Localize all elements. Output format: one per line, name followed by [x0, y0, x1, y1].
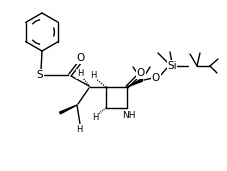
Text: H: H — [89, 71, 96, 81]
Polygon shape — [126, 79, 142, 87]
Text: H: H — [91, 113, 98, 122]
Text: H: H — [76, 124, 82, 134]
Text: H: H — [76, 69, 83, 78]
Text: NH: NH — [122, 111, 135, 121]
Text: O: O — [76, 53, 85, 63]
Text: Si: Si — [166, 61, 176, 71]
Text: O: O — [151, 73, 159, 83]
Polygon shape — [59, 105, 77, 114]
Text: O: O — [136, 68, 145, 78]
Text: S: S — [37, 70, 43, 80]
